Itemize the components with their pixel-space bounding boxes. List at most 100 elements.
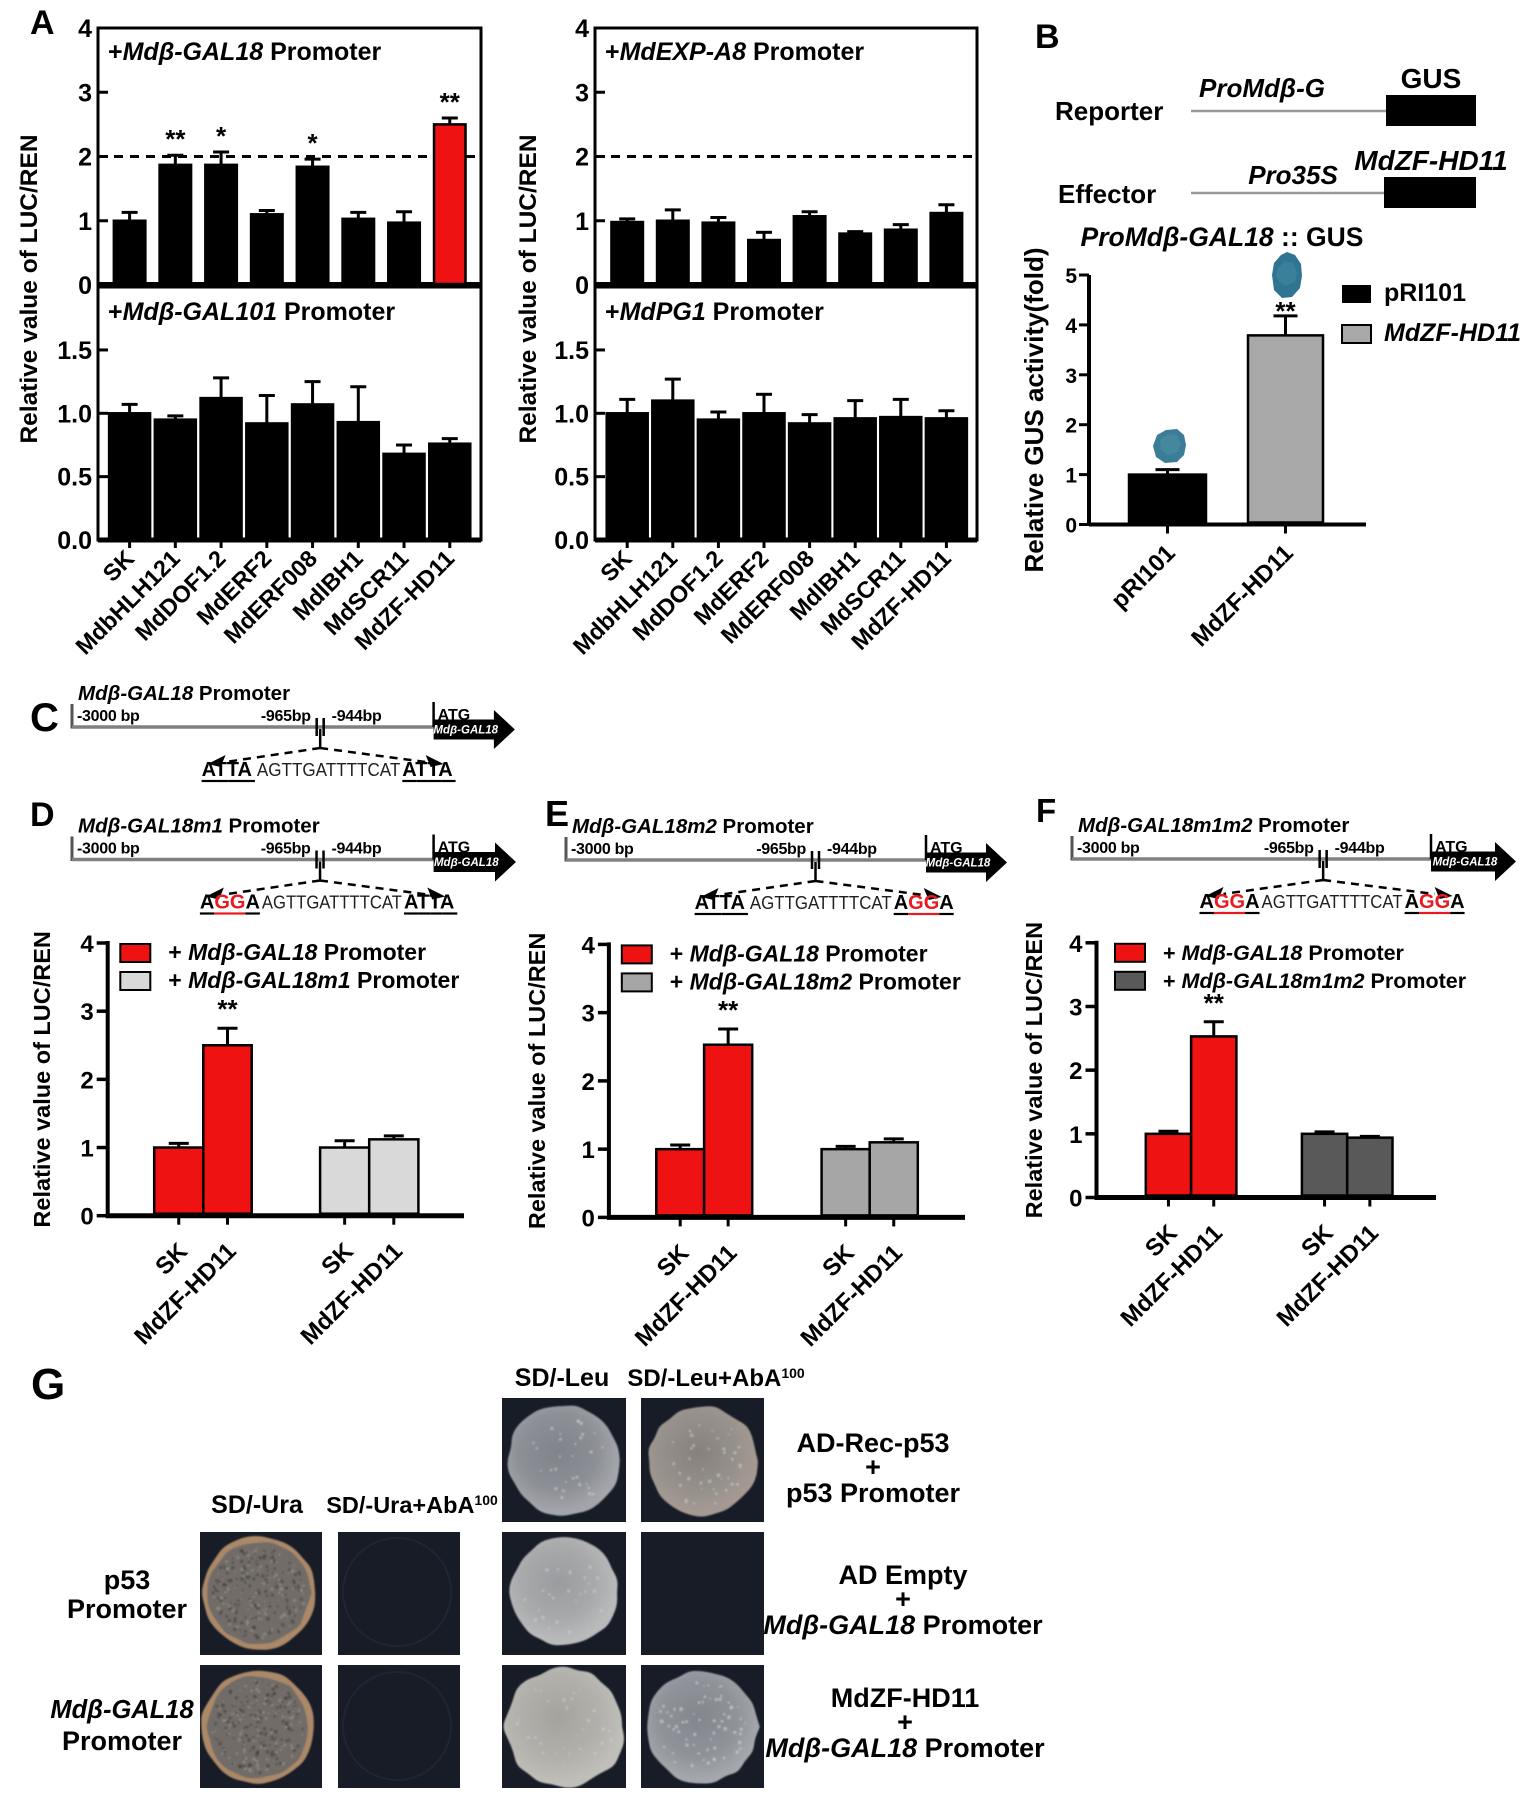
svg-text:+ Mdβ-GAL18m2 Promoter: + Mdβ-GAL18m2 Promoter [670,968,961,994]
svg-text:Relative value of LUC/REN: Relative value of LUC/REN [1021,922,1047,1218]
svg-text:**: ** [217,994,238,1024]
svg-text:Mdβ-GAL18 Promoter: Mdβ-GAL18 Promoter [763,1610,1043,1640]
svg-text:Reporter: Reporter [1055,96,1163,126]
svg-text:4: 4 [1069,931,1083,958]
svg-text:SD/-Ura+AbA100: SD/-Ura+AbA100 [326,1492,498,1518]
svg-text:1.0: 1.0 [57,400,92,428]
svg-text:2: 2 [78,144,92,172]
svg-text:Mdβ-GAL18: Mdβ-GAL18 [1433,857,1498,869]
svg-text:E: E [545,793,569,834]
svg-text:F: F [1036,792,1056,829]
svg-text:-944bp: -944bp [332,841,382,858]
svg-text:Mdβ-GAL18: Mdβ-GAL18 [434,857,499,869]
svg-text:0: 0 [1069,1186,1082,1213]
svg-text:Effector: Effector [1058,179,1156,209]
svg-text:A: A [30,4,55,42]
svg-text:Relative value of LUC/REN: Relative value of LUC/REN [515,134,542,443]
svg-text:**: ** [440,87,461,117]
svg-text:GUS: GUS [1401,63,1462,94]
svg-text:AGTTGATTTTCAT: AGTTGATTTTCAT [750,892,892,913]
svg-text:3: 3 [1069,994,1082,1021]
svg-text:SD/-Ura: SD/-Ura [211,1491,304,1519]
svg-text:2: 2 [1069,1058,1082,1085]
svg-text:Mdβ-GAL18: Mdβ-GAL18 [926,858,991,870]
svg-text:3: 3 [80,999,93,1026]
svg-text:AGTTGATTTTCAT: AGTTGATTTTCAT [257,759,400,780]
svg-text:-3000 bp: -3000 bp [77,708,140,725]
svg-text:MdZF-HD11: MdZF-HD11 [1384,319,1521,347]
svg-text:-965bp: -965bp [756,841,806,858]
svg-text:ATTA: ATTA [404,892,454,914]
svg-text:AGGA: AGGA [1200,891,1260,913]
svg-text:+: + [897,1707,913,1737]
svg-text:**: ** [718,995,739,1025]
svg-text:+ Mdβ-GAL18m1m2 Promoter: + Mdβ-GAL18m1m2 Promoter [1163,969,1467,993]
svg-text:+ Mdβ-GAL18m1 Promoter: + Mdβ-GAL18m1 Promoter [168,967,459,993]
svg-text:2: 2 [80,1067,93,1094]
svg-text:MdZF-HD11: MdZF-HD11 [831,1683,980,1713]
svg-text:1.5: 1.5 [57,337,92,365]
svg-text:Relative value of LUC/REN: Relative value of LUC/REN [29,931,55,1227]
svg-text:2: 2 [575,144,589,172]
svg-text:Mdβ-GAL18: Mdβ-GAL18 [50,1696,194,1724]
svg-text:SD/-Leu+AbA100: SD/-Leu+AbA100 [627,1365,805,1392]
svg-text:*: * [216,121,227,151]
svg-text:Pro35S: Pro35S [1248,160,1338,190]
svg-text:1: 1 [1065,465,1077,488]
svg-text:4: 4 [1065,315,1077,338]
svg-text:Promoter: Promoter [62,1726,183,1756]
svg-text:D: D [30,796,55,834]
svg-text:-944bp: -944bp [332,708,382,725]
svg-text:2: 2 [1065,415,1077,438]
svg-text:3: 3 [78,79,92,107]
svg-text:+Mdβ-GAL18 Promoter: +Mdβ-GAL18 Promoter [108,38,381,66]
svg-text:0: 0 [1065,515,1077,538]
svg-text:G: G [31,1360,65,1409]
svg-text:C: C [30,696,59,740]
svg-text:+: + [895,1584,911,1614]
svg-text:+: + [865,1452,881,1482]
svg-text:p53: p53 [104,1565,151,1595]
svg-text:MdZF-HD11: MdZF-HD11 [1354,145,1507,176]
svg-text:**: ** [1204,988,1225,1018]
svg-text:4: 4 [80,931,94,958]
svg-text:Relative value of LUC/REN: Relative value of LUC/REN [524,933,550,1229]
svg-text:Relative value of LUC/REN: Relative value of LUC/REN [16,134,43,443]
svg-text:1.0: 1.0 [554,400,589,428]
svg-text:AGTTGATTTTCAT: AGTTGATTTTCAT [1262,891,1403,912]
svg-text:0.0: 0.0 [554,527,589,555]
svg-text:1: 1 [575,208,589,236]
svg-text:pRI101: pRI101 [1384,279,1466,307]
svg-text:-944bp: -944bp [827,841,877,858]
svg-text:*: * [307,128,318,158]
svg-text:ATTA: ATTA [402,759,452,781]
svg-text:1: 1 [1069,1122,1082,1149]
svg-text:**: ** [165,124,186,154]
svg-text:**: ** [1275,296,1296,326]
svg-text:0: 0 [78,272,92,300]
svg-text:-3000 bp: -3000 bp [1077,840,1140,857]
svg-text:3: 3 [582,1001,595,1028]
svg-text:-3000 bp: -3000 bp [571,841,634,858]
svg-text:1: 1 [582,1137,595,1164]
svg-text:-965bp: -965bp [1264,840,1314,857]
svg-text:1: 1 [80,1136,93,1163]
svg-text:AGGA: AGGA [1405,891,1465,913]
svg-text:+MdPG1 Promoter: +MdPG1 Promoter [605,298,824,326]
svg-text:3: 3 [1065,365,1077,388]
svg-text:1: 1 [78,208,92,236]
svg-text:Mdβ-GAL18m1m2 Promoter: Mdβ-GAL18m1m2 Promoter [1078,814,1349,837]
svg-text:Mdβ-GAL18m1 Promoter: Mdβ-GAL18m1 Promoter [78,815,320,838]
svg-text:-3000 bp: -3000 bp [77,841,140,858]
svg-text:+ Mdβ-GAL18 Promoter: + Mdβ-GAL18 Promoter [1163,941,1405,965]
svg-text:1.5: 1.5 [554,337,589,365]
svg-text:+Mdβ-GAL101 Promoter: +Mdβ-GAL101 Promoter [108,298,395,326]
svg-text:ATTA: ATTA [202,759,252,781]
svg-text:-944bp: -944bp [1335,840,1385,857]
svg-text:4: 4 [78,15,92,43]
svg-text:Mdβ-GAL18 Promoter: Mdβ-GAL18 Promoter [765,1733,1045,1763]
svg-text:ATTA: ATTA [695,892,745,914]
svg-text:AGGA: AGGA [894,892,954,914]
svg-text:SD/-Leu: SD/-Leu [515,1364,609,1392]
svg-text:0: 0 [575,272,589,300]
